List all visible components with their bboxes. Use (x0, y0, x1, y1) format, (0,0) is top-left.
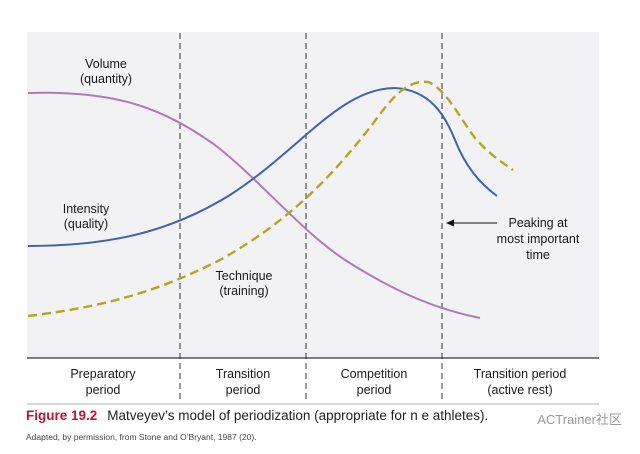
figure-caption: Figure 19.2 Matveyev’s model of periodiza… (26, 408, 626, 423)
figure-credit: Adapted, by permission, from Stone and O… (26, 432, 257, 442)
peaking-annotation-line2: most important (497, 232, 580, 246)
technique-label-line2: (training) (219, 284, 268, 298)
plot-area (27, 32, 599, 358)
peaking-annotation-line1: Peaking at (508, 216, 568, 230)
period-label-transition-line1: Transition (216, 367, 270, 381)
technique-label-line1: Technique (216, 269, 273, 283)
figure-number: Figure 19.2 (26, 408, 98, 423)
period-band (27, 358, 599, 404)
period-label-active-rest-line2: (active rest) (487, 383, 552, 397)
intensity-label-line2: (quality) (64, 217, 108, 231)
period-label-competition-line2: period (357, 383, 392, 397)
figure-caption-text: Matveyev’s model of periodization (appro… (107, 408, 489, 423)
volume-label-line2: (quantity) (80, 72, 132, 86)
period-label-preparatory-line1: Preparatory (70, 367, 136, 381)
watermark-text: ACTrainer社区 (537, 412, 622, 427)
peaking-annotation-line3: time (526, 248, 550, 262)
intensity-curve (27, 86, 498, 247)
volume-label-line1: Volume (85, 57, 127, 71)
period-label-preparatory-line2: period (86, 383, 121, 397)
period-label-transition-line2: period (226, 383, 261, 397)
intensity-label-line1: Intensity (63, 202, 110, 216)
peaking-arrow-head (446, 219, 454, 227)
technique-curve (27, 80, 514, 318)
period-label-active-rest-line1: Transition period (474, 367, 567, 381)
period-label-competition-line1: Competition (341, 367, 408, 381)
volume-curve (27, 91, 481, 319)
